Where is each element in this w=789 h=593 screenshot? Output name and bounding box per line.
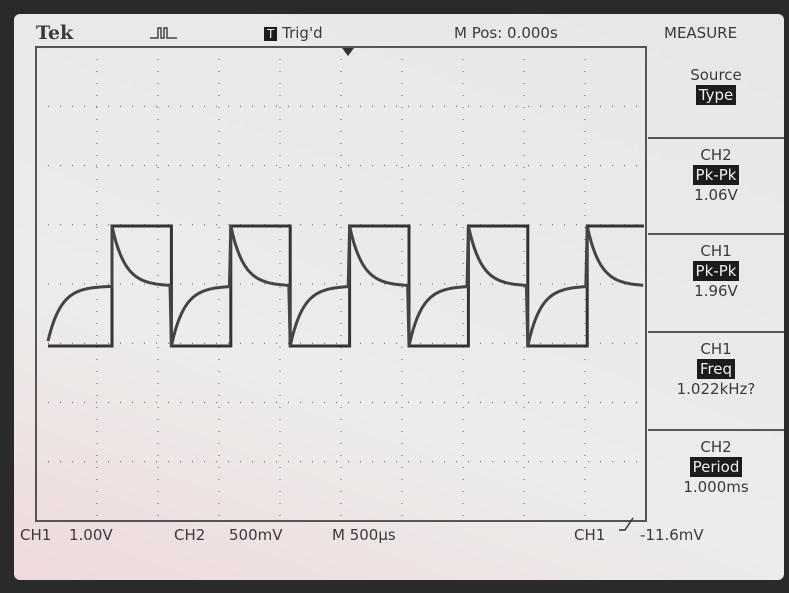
- ch1-scale: 1.00V: [69, 526, 113, 544]
- measure-channel: CH1: [700, 242, 731, 260]
- measure-value: 1.022kHz?: [677, 380, 756, 398]
- measure-type: Pk-Pk: [693, 165, 740, 185]
- ch2-label: CH2: [174, 526, 205, 544]
- measure-channel: CH2: [700, 438, 731, 456]
- position: M Pos: 0.000s: [454, 24, 558, 42]
- measure-value: 1.000ms: [683, 478, 748, 496]
- measure-type: Freq: [697, 359, 735, 379]
- measure-value: 1.06V: [694, 186, 738, 204]
- source-box: Source Type: [648, 49, 784, 145]
- timebase: M 500µs: [332, 526, 396, 544]
- trigger-icon: T: [264, 27, 277, 41]
- trigger-status: Trig'd: [282, 24, 322, 42]
- source-label: Source: [648, 65, 784, 85]
- measure-type: Period: [690, 457, 743, 477]
- source-value: Type: [696, 85, 736, 105]
- measure-channel: CH2: [700, 146, 731, 164]
- oscilloscope-screen: Tek T Trig'd M Pos: 0.000s MEASURE Sourc…: [14, 14, 784, 580]
- trigger-level: -11.6mV: [640, 526, 704, 544]
- trigger-source: CH1: [574, 526, 605, 544]
- measure-value: 1.96V: [694, 282, 738, 300]
- measure-channel: CH1: [700, 340, 731, 358]
- ch1-label: CH1: [20, 526, 51, 544]
- menu-title: MEASURE: [664, 24, 737, 42]
- ch2-scale: 500mV: [229, 526, 283, 544]
- measure-type: Pk-Pk: [693, 261, 740, 281]
- page: Tek T Trig'd M Pos: 0.000s MEASURE Sourc…: [0, 0, 789, 593]
